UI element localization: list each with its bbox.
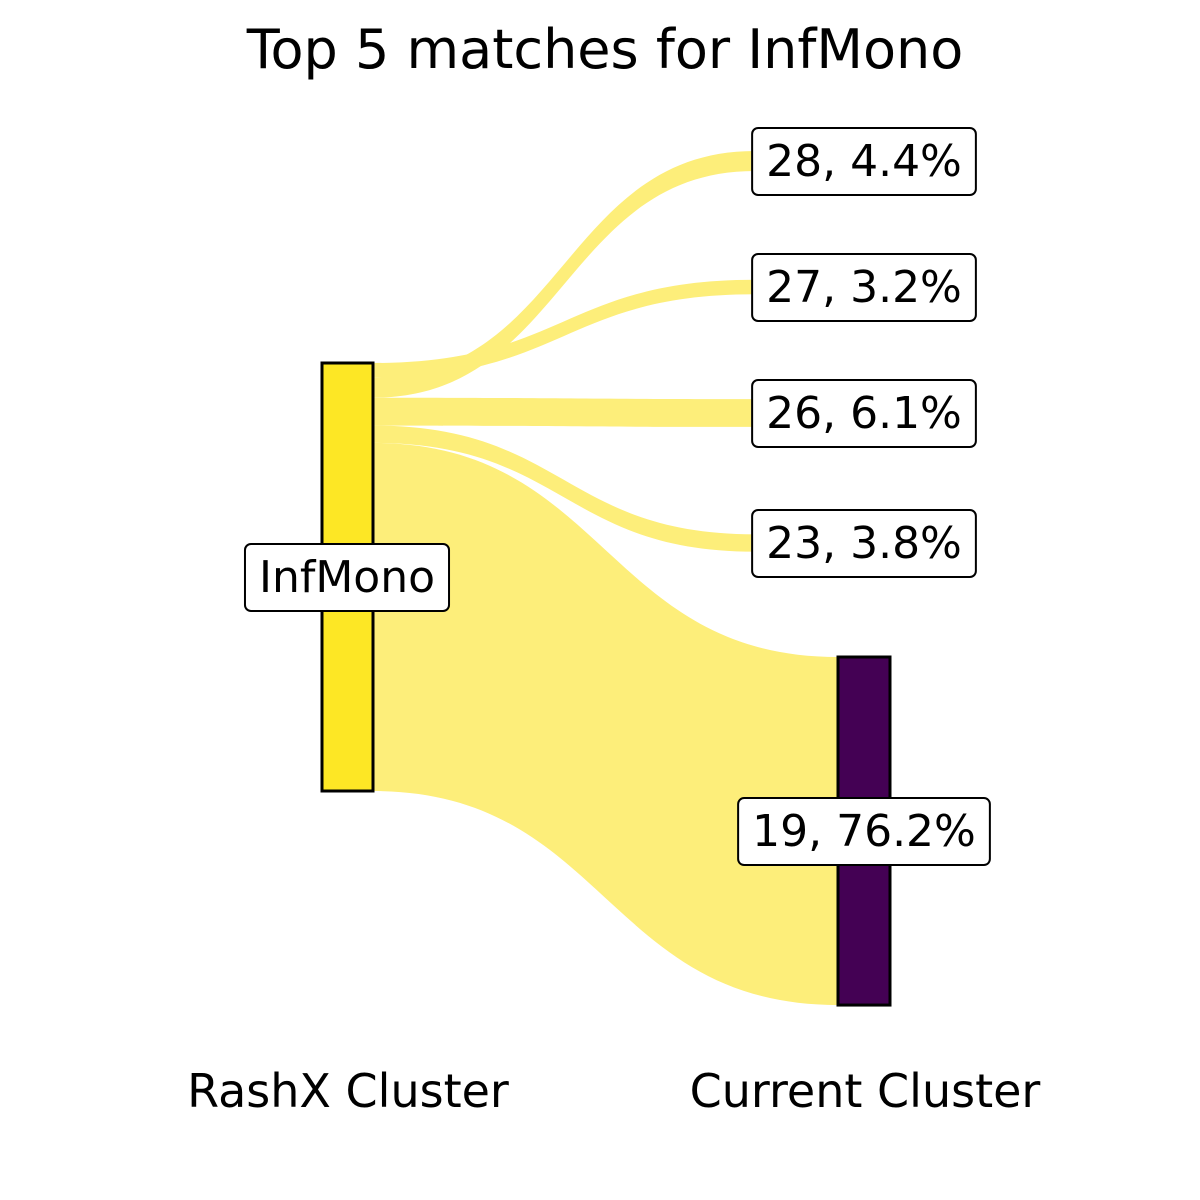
svg-text:27, 3.2%: 27, 3.2% — [766, 262, 962, 313]
chart-title: Top 5 matches for InfMono — [246, 18, 964, 81]
link-infmono-to-28 — [373, 150, 755, 398]
svg-text:InfMono: InfMono — [259, 552, 435, 603]
target-label-28: 28, 4.4% — [751, 127, 977, 196]
svg-text:28, 4.4%: 28, 4.4% — [766, 136, 962, 187]
svg-text:23, 3.8%: 23, 3.8% — [766, 518, 962, 569]
target-label-26: 26, 6.1% — [751, 379, 977, 448]
link-infmono-to-23 — [373, 425, 755, 552]
labels-layer: InfMono 28, 4.4% 27, 3.2% 26, 6.1% 23, 3.8% 1… — [243, 127, 991, 867]
link-infmono-to-19 — [373, 442, 838, 1006]
svg-text:19, 76.2%: 19, 76.2% — [752, 806, 976, 857]
left-axis-label: RashX Cluster — [187, 1064, 509, 1118]
target-label-27: 27, 3.2% — [751, 253, 977, 322]
link-infmono-to-27 — [373, 279, 755, 378]
links-layer — [373, 150, 838, 1006]
svg-text:26, 6.1%: 26, 6.1% — [766, 388, 962, 439]
target-label-19: 19, 76.2% — [737, 797, 991, 867]
source-label-infmono: InfMono — [243, 543, 451, 612]
target-label-23: 23, 3.8% — [751, 509, 977, 578]
link-infmono-to-26 — [373, 397, 755, 427]
right-axis-label: Current Cluster — [690, 1064, 1041, 1118]
